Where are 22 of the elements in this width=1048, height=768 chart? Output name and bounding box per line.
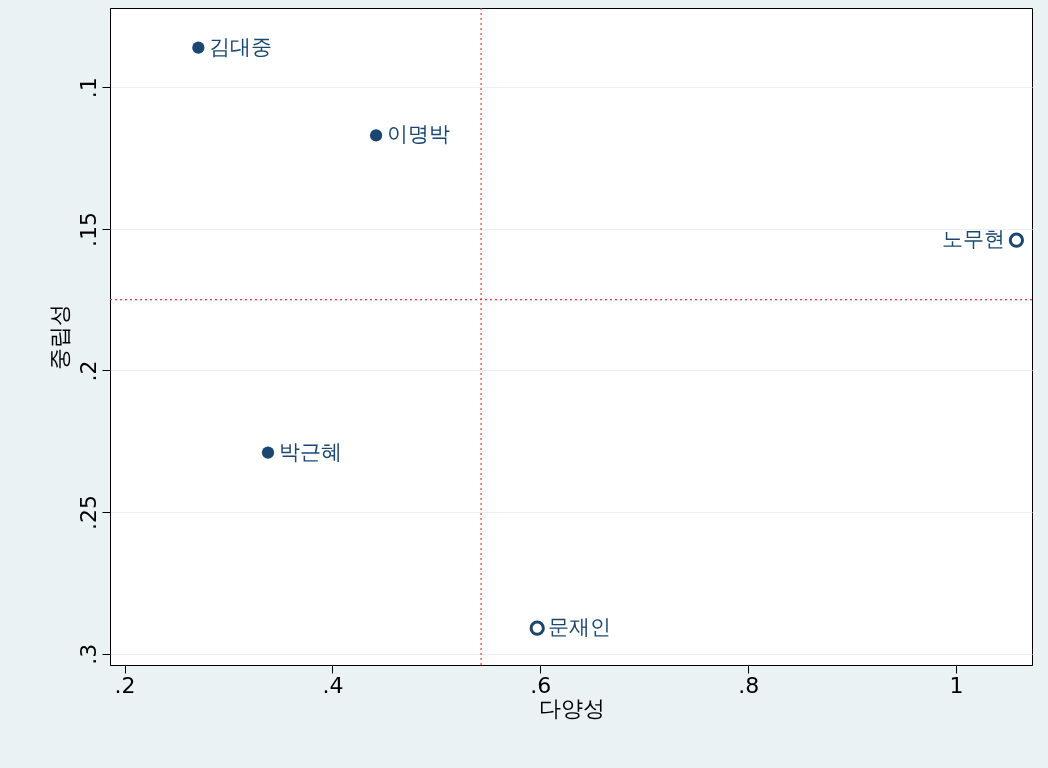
x-tick-label: .4 (322, 672, 344, 698)
y-tick-label: .3 (75, 643, 101, 665)
point (192, 41, 205, 54)
x-tick-label: .2 (114, 672, 136, 698)
point (261, 446, 275, 459)
y-tick-label: .15 (75, 211, 101, 247)
x-tick-label: .8 (738, 672, 760, 698)
y-tick-label: .1 (75, 77, 101, 99)
y-tick-label: .25 (75, 495, 101, 531)
point (529, 620, 545, 636)
x-tick-label: 1 (949, 672, 964, 698)
y-axis-title: 중립성 (46, 304, 72, 370)
x-tick-label: .6 (530, 672, 552, 698)
annotation: 김대중 (209, 34, 273, 59)
annotation: 문재인 (548, 615, 612, 640)
annotation: 이명박 (387, 122, 451, 147)
y-tick-label: .2 (75, 360, 101, 382)
annotation: 노무현 (942, 227, 1006, 252)
point (369, 129, 383, 142)
x-axis-title: 다양성 (538, 695, 605, 721)
point (1008, 232, 1025, 248)
annotation: 박근혜 (279, 439, 342, 464)
